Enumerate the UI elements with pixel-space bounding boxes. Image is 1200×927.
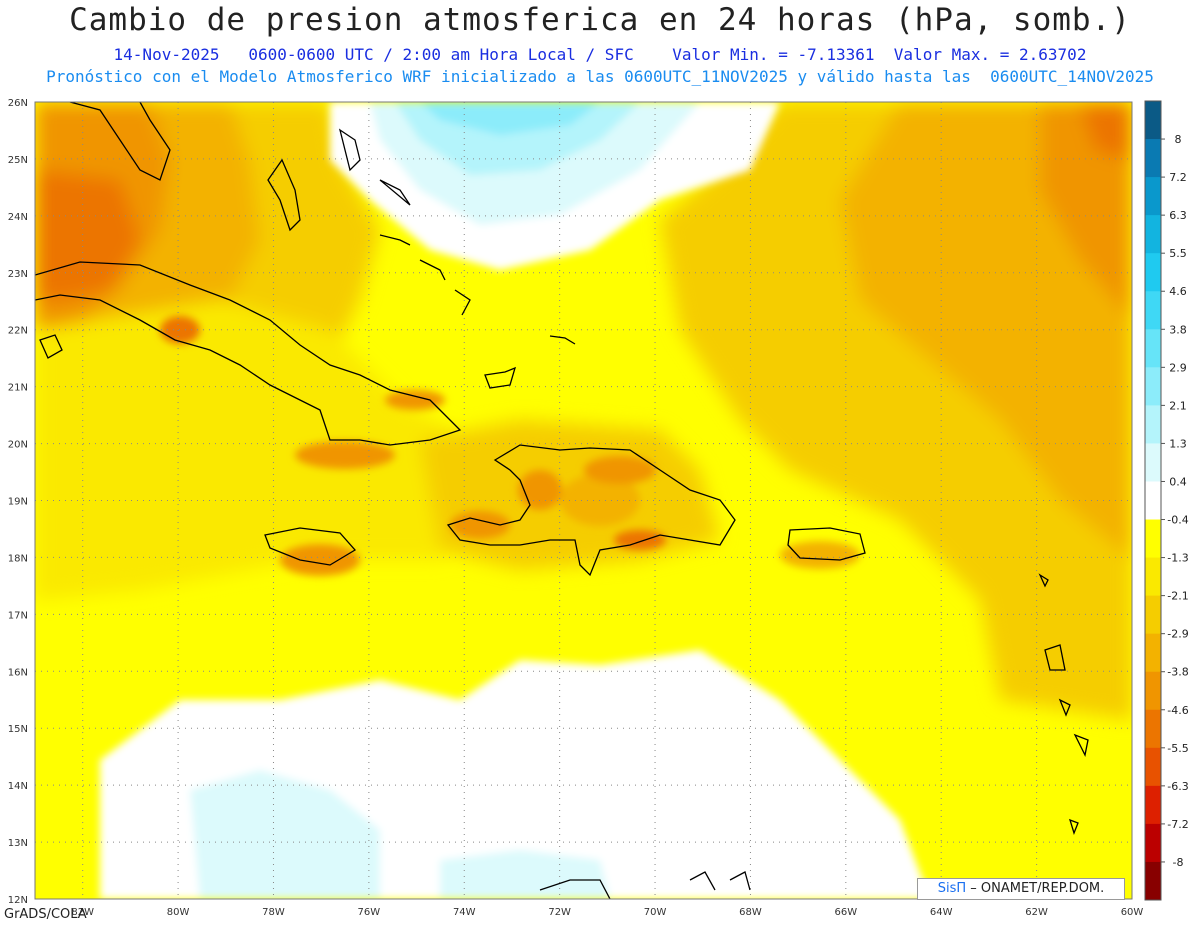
map-subtitle-date: 14-Nov-2025 0600-0600 UTC / 2:00 am Hora… <box>113 45 1087 64</box>
colorbar-swatch <box>1145 177 1161 216</box>
longitude-label: 70W <box>644 907 667 918</box>
colorbar-swatch <box>1145 101 1161 140</box>
colorbar-swatch <box>1145 671 1161 711</box>
colorbar-label: -8 <box>1173 856 1184 869</box>
colorbar-swatch <box>1145 861 1161 901</box>
colorbar-label: -4.6 <box>1167 704 1188 717</box>
colorbar-swatch <box>1145 139 1161 178</box>
colorbar-swatch <box>1145 557 1161 597</box>
colorbar-label: -0.4 <box>1167 514 1188 527</box>
colorbar-swatch <box>1145 633 1161 673</box>
longitude-label: 74W <box>453 907 476 918</box>
colorbar-label: 5.5 <box>1169 247 1187 260</box>
latitude-label: 19N <box>8 497 28 508</box>
colorbar-swatch <box>1145 595 1161 635</box>
longitude-label: 78W <box>262 907 285 918</box>
colorbar-label: 1.3 <box>1169 437 1187 450</box>
latitude-label: 22N <box>8 326 28 337</box>
longitude-label: 68W <box>739 907 762 918</box>
colorbar-label: -7.2 <box>1167 818 1188 831</box>
colorbar-label: 4.6 <box>1169 285 1187 298</box>
colorbar-swatch <box>1145 253 1161 292</box>
latitude-label: 16N <box>8 667 28 678</box>
latitude-label: 14N <box>8 781 28 792</box>
colorbar-label: 3.8 <box>1169 323 1187 336</box>
colorbar-swatch <box>1145 367 1161 406</box>
longitude-label: 82W <box>71 907 94 918</box>
colorbar-label: 2.1 <box>1169 399 1187 412</box>
colorbar-swatch <box>1145 823 1161 863</box>
latitude-label: 21N <box>8 383 28 394</box>
sispi-logo: SisΠ <box>937 881 967 896</box>
colorbar-outline <box>1144 100 1162 901</box>
longitude-label: 60W <box>1121 907 1144 918</box>
latitude-label: 18N <box>8 553 28 564</box>
latitude-label: 13N <box>8 838 28 849</box>
longitude-label: 72W <box>548 907 571 918</box>
colorbar-label: -5.5 <box>1167 742 1188 755</box>
attribution-box: SisΠ – ONAMET/REP.DOM. <box>917 878 1125 900</box>
colorbar-label: 8 <box>1175 133 1182 146</box>
colorbar-swatch <box>1145 519 1161 559</box>
colorbar-swatch <box>1145 709 1161 749</box>
colorbar-swatch <box>1145 443 1161 482</box>
plot-frame <box>34 101 1133 900</box>
latitude-label: 20N <box>8 440 28 451</box>
field-shading <box>35 102 1132 899</box>
colorbar: 8 7.2 6.3 5.5 4.6 3.8 2.9 2.1 1.3 0.4 -0.4 -1.3 -2.1… <box>1144 100 1189 901</box>
longitude-label: 64W <box>930 907 953 918</box>
longitude-label: 76W <box>358 907 381 918</box>
lat-lon-grid <box>35 102 1132 899</box>
colorbar-swatch <box>1145 329 1161 368</box>
longitude-axis: 82W 80W 78W 76W 74W 72W 70W 68W 66W 64W 62W 60W <box>71 907 1143 918</box>
latitude-label: 17N <box>8 610 28 621</box>
latitude-label: 24N <box>8 212 28 223</box>
latitude-label: 15N <box>8 724 28 735</box>
latitude-label: 25N <box>8 155 28 166</box>
colorbar-label: 0.4 <box>1169 475 1187 488</box>
colorbar-swatch <box>1145 481 1161 521</box>
longitude-label: 80W <box>167 907 190 918</box>
colorbar-label: -3.8 <box>1167 666 1188 679</box>
map-title: Cambio de presion atmosferica en 24 hora… <box>69 2 1131 38</box>
grads-credit: GrADS/COLA <box>4 907 87 922</box>
latitude-label: 23N <box>8 269 28 280</box>
coastlines <box>35 102 1089 899</box>
latitude-axis: 26N 25N 24N 23N 22N 21N 20N 19N 18N 17N 16N 15N 14N 1… <box>8 98 28 906</box>
colorbar-swatch <box>1145 291 1161 330</box>
colorbar-swatch <box>1145 215 1161 254</box>
colorbar-swatch <box>1145 747 1161 787</box>
attribution-text: – ONAMET/REP.DOM. <box>966 881 1105 896</box>
colorbar-swatch <box>1145 785 1161 825</box>
colorbar-label: 2.9 <box>1169 361 1187 374</box>
map-subtitle-model: Pronóstico con el Modelo Atmosferico WRF… <box>46 67 1154 86</box>
colorbar-label: -2.1 <box>1167 590 1188 603</box>
colorbar-label: 6.3 <box>1169 209 1187 222</box>
colorbar-label: -1.3 <box>1167 552 1188 565</box>
colorbar-swatch <box>1145 405 1161 444</box>
longitude-label: 66W <box>835 907 858 918</box>
colorbar-label: 7.2 <box>1169 171 1187 184</box>
colorbar-label: -2.9 <box>1167 628 1188 641</box>
latitude-label: 12N <box>8 895 28 906</box>
colorbar-label: -6.3 <box>1167 780 1188 793</box>
longitude-label: 62W <box>1025 907 1048 918</box>
latitude-label: 26N <box>8 98 28 109</box>
